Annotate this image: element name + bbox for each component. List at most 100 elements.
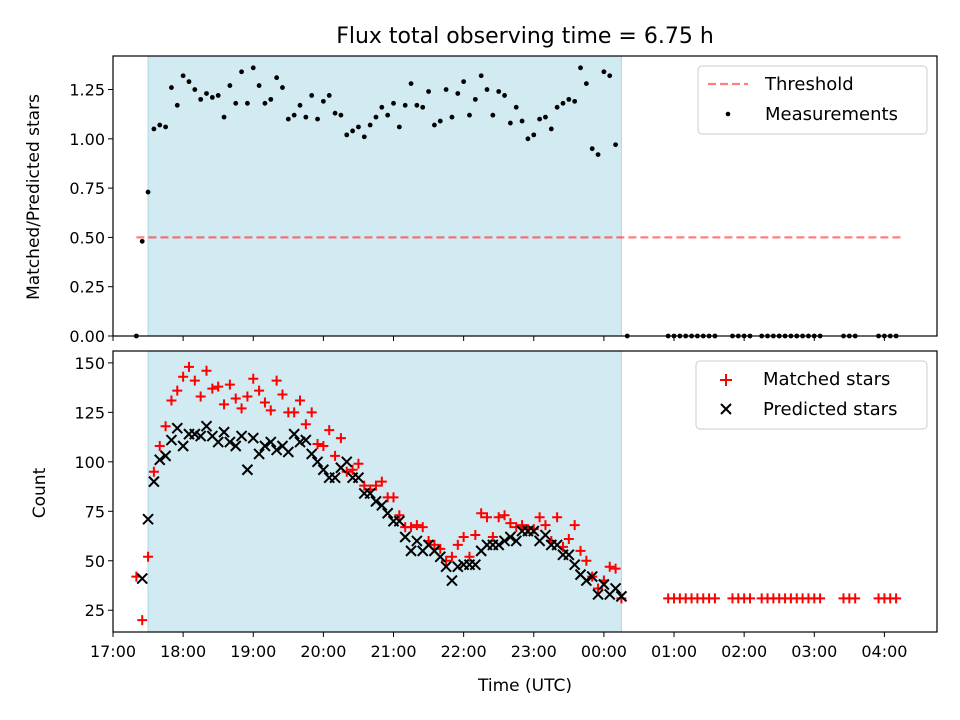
measurement-point xyxy=(572,98,578,104)
measurement-point xyxy=(601,69,607,75)
measurement-point xyxy=(443,87,449,92)
predicted-star-point xyxy=(177,440,189,452)
matched-star-point xyxy=(201,365,212,376)
bottom-y-axis-label: Count xyxy=(30,467,50,518)
x-tick-label: 02:00 xyxy=(721,642,767,661)
matched-star-point xyxy=(446,551,457,562)
matched-star-point xyxy=(575,545,586,556)
matched-star-point xyxy=(458,532,469,543)
matched-star-point xyxy=(505,518,516,529)
predicted-star-point xyxy=(230,440,242,452)
measurement-point xyxy=(379,104,385,110)
y-tick-label: 125 xyxy=(74,403,105,422)
x-tick-label: 19:00 xyxy=(230,642,276,661)
plot-frame xyxy=(112,350,938,633)
measurement-point xyxy=(285,116,291,122)
predicted-star-point xyxy=(171,422,183,434)
measurement-point xyxy=(484,87,490,92)
predicted-star-point xyxy=(142,513,154,525)
predicted-star-point xyxy=(270,444,283,456)
predicted-star-point xyxy=(165,434,178,446)
y-tick-label: 1.00 xyxy=(69,130,105,149)
predicted-star-point xyxy=(253,448,265,460)
measurement-point xyxy=(426,89,431,94)
measurement-point xyxy=(151,126,157,132)
measurement-point xyxy=(467,112,472,118)
predicted-star-point xyxy=(592,588,604,601)
y-tick-label: 0.25 xyxy=(69,278,105,297)
predicted-star-point xyxy=(241,464,254,476)
measurement-point xyxy=(268,96,274,102)
predicted-star-point xyxy=(212,436,224,448)
measurement-point xyxy=(180,73,186,79)
measurement-point xyxy=(209,95,215,100)
measurement-point xyxy=(607,73,613,79)
matched-star-point xyxy=(195,391,206,402)
x-tick-label: 22:00 xyxy=(441,642,487,661)
measurement-point xyxy=(215,93,221,98)
predicted-star-point xyxy=(411,535,423,547)
legend-measurements-label: Measurements xyxy=(765,104,898,125)
measurement-point xyxy=(350,128,356,134)
predicted-star-point xyxy=(539,529,552,541)
y-tick-label: 50 xyxy=(85,552,105,571)
measurement-point xyxy=(595,152,601,157)
measurement-point xyxy=(169,85,174,90)
measurement-point xyxy=(554,104,560,110)
predicted-star-point xyxy=(300,434,312,446)
matched-star-point xyxy=(318,440,329,451)
measurement-point xyxy=(233,100,239,106)
matched-star-point xyxy=(213,381,224,392)
measurement-point xyxy=(192,87,198,92)
measurement-point xyxy=(303,114,309,120)
measurement-point xyxy=(583,81,589,87)
x-tick-label: 01:00 xyxy=(651,642,697,661)
legend-matched-swatch xyxy=(720,374,732,386)
measurement-point xyxy=(437,118,443,124)
predicted-star-point xyxy=(265,436,277,448)
measurement-point xyxy=(548,126,554,132)
measurement-point xyxy=(145,189,151,195)
predicted-star-point xyxy=(446,574,458,587)
predicted-star-point xyxy=(329,471,341,484)
predicted-star-point xyxy=(370,495,382,508)
measurement-point xyxy=(513,104,519,110)
predicted-star-point xyxy=(405,545,417,557)
bottom-legend-box xyxy=(695,360,928,430)
x-tick-label: 18:00 xyxy=(160,642,206,661)
measurement-point xyxy=(157,122,163,128)
predicted-star-point xyxy=(376,499,388,512)
x-tick-label: 00:00 xyxy=(581,642,627,661)
top-y-axis-label: Matched/Predicted stars xyxy=(24,94,44,300)
matched-star-point xyxy=(493,512,504,523)
predicted-star-point xyxy=(352,471,365,484)
chart-title: Flux total observing time = 6.75 h xyxy=(336,24,714,49)
measurement-point xyxy=(326,93,332,98)
matched-star-point xyxy=(394,510,405,521)
predicted-star-point xyxy=(136,572,148,585)
top-axes: 0.00 0.25 0.50 0.75 1.00 1.25 xyxy=(69,55,938,346)
matched-star-point xyxy=(289,407,300,418)
measurement-point xyxy=(449,114,455,120)
predicted-star-point xyxy=(235,430,248,442)
matched-star-point xyxy=(172,385,183,396)
measurement-point xyxy=(250,65,256,71)
measurement-point xyxy=(478,73,484,79)
matched-star-point xyxy=(604,561,615,572)
predicted-star-point xyxy=(498,535,511,547)
matched-star-point xyxy=(482,512,493,523)
predicted-star-point xyxy=(399,531,411,543)
y-tick-label: 1.25 xyxy=(69,81,105,100)
matched-star-point xyxy=(470,530,481,541)
measurement-point xyxy=(408,81,414,87)
bottom-axes: 25 50 75 100 125 150 17:00 18:00 19:00 20:00 21:00… xyxy=(74,350,938,661)
predicted-star-point xyxy=(609,582,622,595)
x-axis-label: Time (UTC) xyxy=(477,676,572,696)
measurement-point xyxy=(432,122,437,128)
measurement-point xyxy=(373,114,379,120)
measurement-point xyxy=(221,114,227,120)
matched-star-point xyxy=(178,371,189,382)
matched-star-point xyxy=(511,522,522,533)
x-tick-label: 03:00 xyxy=(791,642,837,661)
